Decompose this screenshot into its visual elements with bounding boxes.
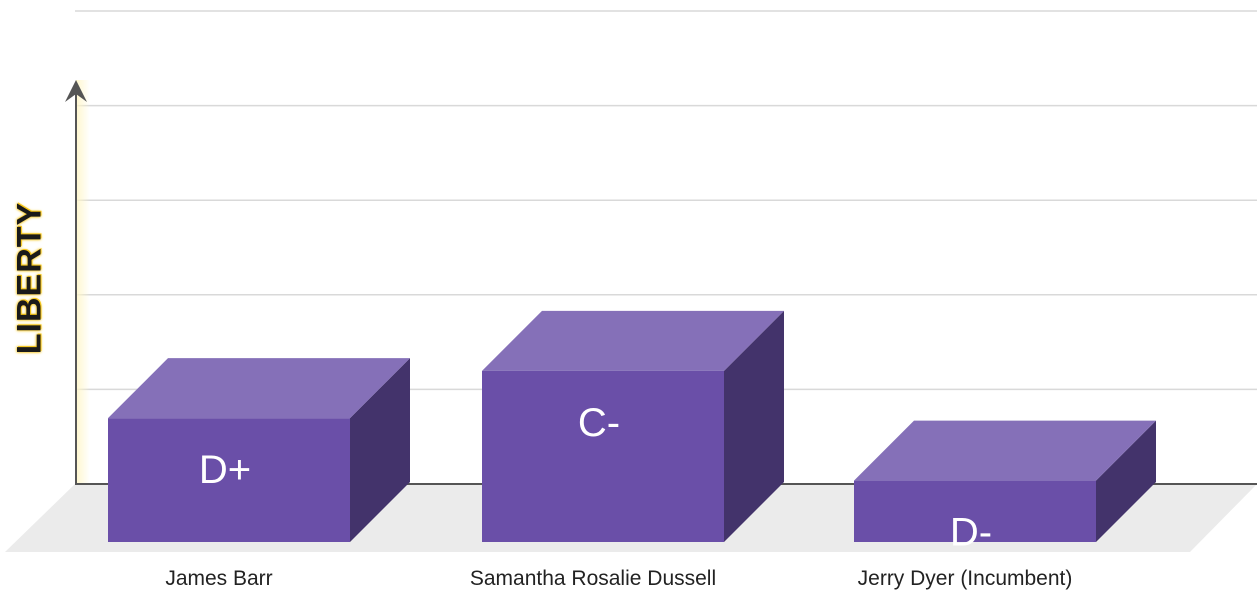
bar-value-label: D+ bbox=[199, 448, 251, 492]
bar-value-label: C- bbox=[578, 401, 620, 445]
bar-top bbox=[854, 420, 1156, 481]
bar-top bbox=[482, 310, 784, 371]
category-label: Jerry Dyer (Incumbent) bbox=[858, 567, 1073, 590]
y-axis-label: LIBERTY bbox=[10, 201, 49, 355]
bar-3 bbox=[854, 420, 1156, 542]
bar-front bbox=[854, 480, 1096, 542]
bar-2 bbox=[482, 310, 784, 542]
bar-front bbox=[108, 418, 350, 542]
category-label: James Barr bbox=[165, 567, 272, 590]
bar-front bbox=[482, 370, 724, 542]
category-label: Samantha Rosalie Dussell bbox=[470, 567, 716, 590]
y-axis-glow bbox=[76, 80, 90, 484]
bar-value-label: D- bbox=[950, 511, 992, 555]
bar-side bbox=[724, 310, 784, 542]
bar-1 bbox=[108, 358, 410, 542]
y-axis-arrow-icon bbox=[65, 80, 87, 102]
bar-top bbox=[108, 358, 410, 419]
bar-side bbox=[350, 358, 410, 542]
bar-side bbox=[1096, 420, 1156, 542]
